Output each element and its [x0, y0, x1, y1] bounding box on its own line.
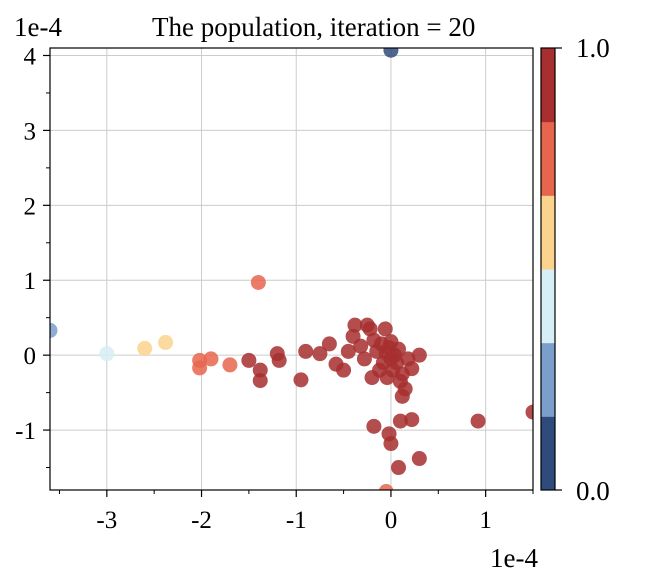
colorbar-segment	[541, 195, 555, 270]
y-tick-label: 4	[24, 43, 37, 70]
colorbar-segment	[541, 121, 555, 196]
data-point	[321, 336, 337, 352]
colorbar-segment	[541, 48, 555, 123]
data-point	[377, 321, 393, 337]
data-point	[203, 351, 219, 367]
chart-title: The population, iteration = 20	[152, 12, 475, 42]
colorbar-segment	[541, 342, 555, 417]
data-point	[404, 412, 420, 428]
data-point	[347, 317, 363, 333]
data-point	[389, 355, 405, 371]
axis-ticks: -3 -2 -1 0 1 -1 0 1 2 3 4	[15, 43, 534, 534]
x-tick-label: 1	[479, 507, 492, 534]
x-tick-label: -2	[191, 507, 212, 534]
data-point	[192, 360, 208, 376]
y-tick-label: 1	[24, 268, 37, 295]
data-point	[99, 346, 115, 362]
data-point	[383, 48, 399, 58]
data-point	[50, 322, 58, 338]
data-point	[250, 274, 266, 290]
y-tick-label: 0	[24, 343, 37, 370]
data-point	[271, 352, 287, 368]
data-point	[391, 341, 407, 357]
data-point	[312, 346, 328, 362]
data-point	[470, 413, 486, 429]
data-point	[158, 334, 174, 350]
colorbar	[540, 47, 562, 491]
x-tick-label: 0	[385, 507, 398, 534]
colorbar-frame	[540, 47, 556, 491]
data-point	[137, 340, 153, 356]
y-tick-label: 3	[24, 118, 37, 145]
y-tick-label: 2	[24, 193, 37, 220]
colorbar-max-label: 1.0	[576, 33, 610, 63]
y-offset-label: 1e-4	[14, 12, 62, 42]
data-point	[293, 372, 309, 388]
data-point	[336, 362, 352, 378]
data-point	[404, 361, 420, 377]
data-point	[411, 347, 427, 363]
plot-area-frame	[49, 47, 534, 491]
data-point	[356, 351, 372, 367]
colorbar-min-label: 0.0	[576, 476, 610, 506]
x-tick-label: -1	[286, 507, 307, 534]
data-point	[392, 413, 408, 429]
data-point	[353, 338, 369, 354]
data-point	[391, 460, 407, 476]
data-point	[241, 352, 257, 368]
data-point	[340, 343, 356, 359]
data-point	[378, 484, 394, 490]
colorbar-segment	[541, 269, 555, 344]
data-point	[222, 357, 238, 373]
data-point	[252, 362, 268, 378]
x-tick-label: -3	[96, 507, 117, 534]
grid-lines	[50, 48, 533, 490]
x-offset-label: 1e-4	[490, 543, 538, 573]
colorbar-segment	[541, 416, 555, 491]
data-point	[394, 388, 410, 404]
data-point	[366, 418, 382, 434]
data-point	[411, 451, 427, 467]
data-points	[50, 48, 533, 490]
data-point	[252, 373, 268, 389]
data-point	[383, 436, 399, 452]
data-point	[298, 343, 314, 359]
data-point	[525, 404, 533, 420]
y-tick-label: -1	[15, 418, 36, 445]
